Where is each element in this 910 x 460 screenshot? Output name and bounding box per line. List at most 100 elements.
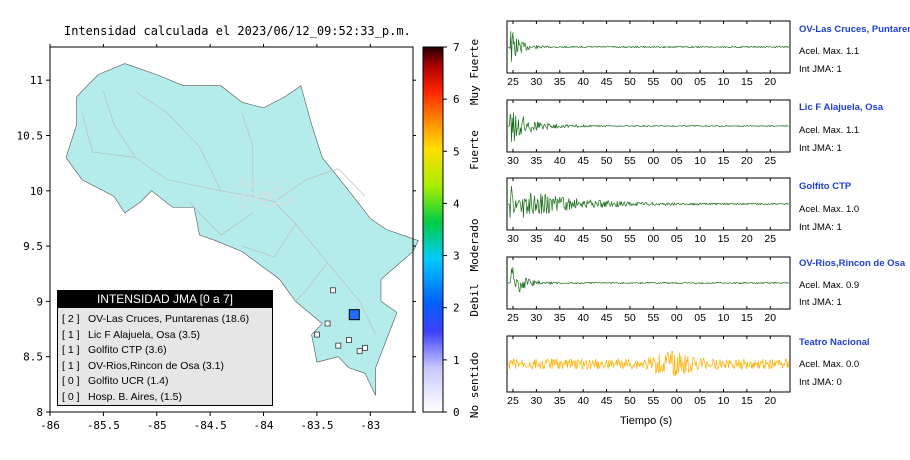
trace-tick-label: 05 <box>694 312 706 324</box>
legend-station: Golfito CTP (3.6) <box>88 344 167 356</box>
trace-tick-label: 40 <box>577 395 589 407</box>
waveform-trace <box>507 267 789 293</box>
urban-dot <box>240 178 244 182</box>
urban-dot <box>243 184 246 187</box>
colorbar-tick-label: 0 <box>453 406 460 419</box>
trace-tick-label: 55 <box>647 395 659 407</box>
trace-tick-label: 35 <box>531 155 543 167</box>
urban-dot <box>236 185 239 188</box>
road-line <box>241 113 254 197</box>
road-line <box>295 262 328 302</box>
urban-dot <box>249 183 252 186</box>
colorbar-category-label: Debil <box>468 283 481 316</box>
legend-level: [ 2 ] <box>62 313 80 325</box>
road-line <box>81 113 136 158</box>
urban-dot <box>260 191 263 194</box>
trace-tick-label: 20 <box>741 233 753 245</box>
trace-tick-label: 40 <box>577 312 589 324</box>
waveform-trace <box>507 351 790 377</box>
trace-title: OV-Las Cruces, Puntarenas <box>799 24 910 35</box>
epicenter-marker <box>348 309 360 321</box>
urban-dot <box>288 198 291 202</box>
costa-rica-land <box>65 63 419 396</box>
trace-tick-label: 20 <box>764 395 776 407</box>
trace-tick-label: 00 <box>671 312 683 324</box>
trace-tick-label: 45 <box>601 395 613 407</box>
x-tick-label: -85.5 <box>87 419 120 432</box>
urban-dot <box>275 198 278 201</box>
legend-item: [ 1 ] Golfito CTP (3.6) <box>62 343 272 359</box>
legend-station: Golfito UCR (1.4) <box>88 375 169 387</box>
colorbar-tick-label: 1 <box>453 354 460 367</box>
colorbar-tick-label: 7 <box>453 41 460 54</box>
trace-acel: Acel. Max. 1.0 <box>799 204 860 215</box>
colorbar-tick-label: 3 <box>453 250 460 263</box>
trace-tick-label: 25 <box>764 155 776 167</box>
colorbar-category-label: Muy Fuerte <box>468 39 481 105</box>
legend-station: OV-Rios,Rincon de Osa (3.1) <box>88 359 224 372</box>
urban-dot <box>251 185 254 188</box>
trace-tick-label: 45 <box>577 155 589 167</box>
urban-dot <box>268 205 271 208</box>
urban-dot <box>264 204 267 208</box>
trace-tick-label: 50 <box>624 76 636 88</box>
trace-tick-label: 35 <box>554 312 566 324</box>
trace-tick-label: 50 <box>624 312 636 324</box>
urban-dot <box>282 202 285 205</box>
station-marker <box>335 342 342 349</box>
trace-tick-label: 30 <box>507 233 519 245</box>
urban-dot <box>264 190 267 193</box>
trace-tick-label: 30 <box>531 312 543 324</box>
urban-dot <box>279 202 282 205</box>
legend-station: Hosp. B. Aires, (1.5) <box>88 390 182 403</box>
urban-dot <box>285 202 288 205</box>
trace-tick-label: 50 <box>601 155 613 167</box>
legend-level: [ 1 ] <box>62 344 80 356</box>
trace-acel: Acel. Max. 0.9 <box>799 280 860 291</box>
trace-tick-label: 05 <box>671 155 683 167</box>
legend-station: OV-Las Cruces, Puntarenas (18.6) <box>88 313 250 325</box>
colorbar-category-label: Moderado <box>468 219 481 272</box>
trace-jma: Int JMA: 1 <box>799 64 842 75</box>
legend-level: [ 0 ] <box>62 390 80 403</box>
trace-tick-label: 10 <box>718 395 730 407</box>
map-frame <box>49 46 414 413</box>
urban-dot <box>286 179 289 182</box>
trace-tick-label: 25 <box>507 395 519 407</box>
station-marker <box>362 344 368 351</box>
trace-tick-label: 30 <box>507 155 519 167</box>
urban-dot <box>245 179 248 182</box>
trace-tick-label: 35 <box>554 76 566 88</box>
x-tick-label: -86 <box>40 419 60 432</box>
station-marker <box>346 337 352 344</box>
urban-dot <box>254 196 257 199</box>
urban-dot <box>256 196 259 199</box>
urban-dot <box>263 199 266 202</box>
trace-tick-label: 10 <box>694 233 706 245</box>
trace-tick-label: 55 <box>647 312 659 324</box>
urban-dot <box>262 203 265 206</box>
trace-tick-label: 15 <box>741 76 753 88</box>
urban-dot <box>240 205 243 208</box>
trace-tick-label: 05 <box>694 76 706 88</box>
urban-dot <box>263 194 267 198</box>
trace-tick-label: 40 <box>554 233 566 245</box>
colorbar-tick-label: 2 <box>453 302 460 315</box>
urban-dot <box>242 193 246 197</box>
urban-dot <box>275 188 278 191</box>
urban-dot <box>236 196 239 199</box>
waveform-trace <box>507 185 789 218</box>
road-line <box>242 223 296 258</box>
urban-dot <box>290 182 293 185</box>
x-tick-label: -85 <box>147 419 167 432</box>
urban-dot <box>270 193 273 196</box>
y-tick-label: 11 <box>30 74 43 87</box>
trace-tick-label: 10 <box>694 155 706 167</box>
urban-dot <box>240 180 243 183</box>
x-tick-label: -83 <box>360 419 380 432</box>
trace-tick-label: 00 <box>647 155 659 167</box>
trace-tick-label: 20 <box>764 312 776 324</box>
legend-item: [ 0 ] Golfito UCR (1.4) <box>62 374 272 390</box>
urban-dot <box>290 179 294 182</box>
x-tick-label: -83.5 <box>300 419 333 432</box>
